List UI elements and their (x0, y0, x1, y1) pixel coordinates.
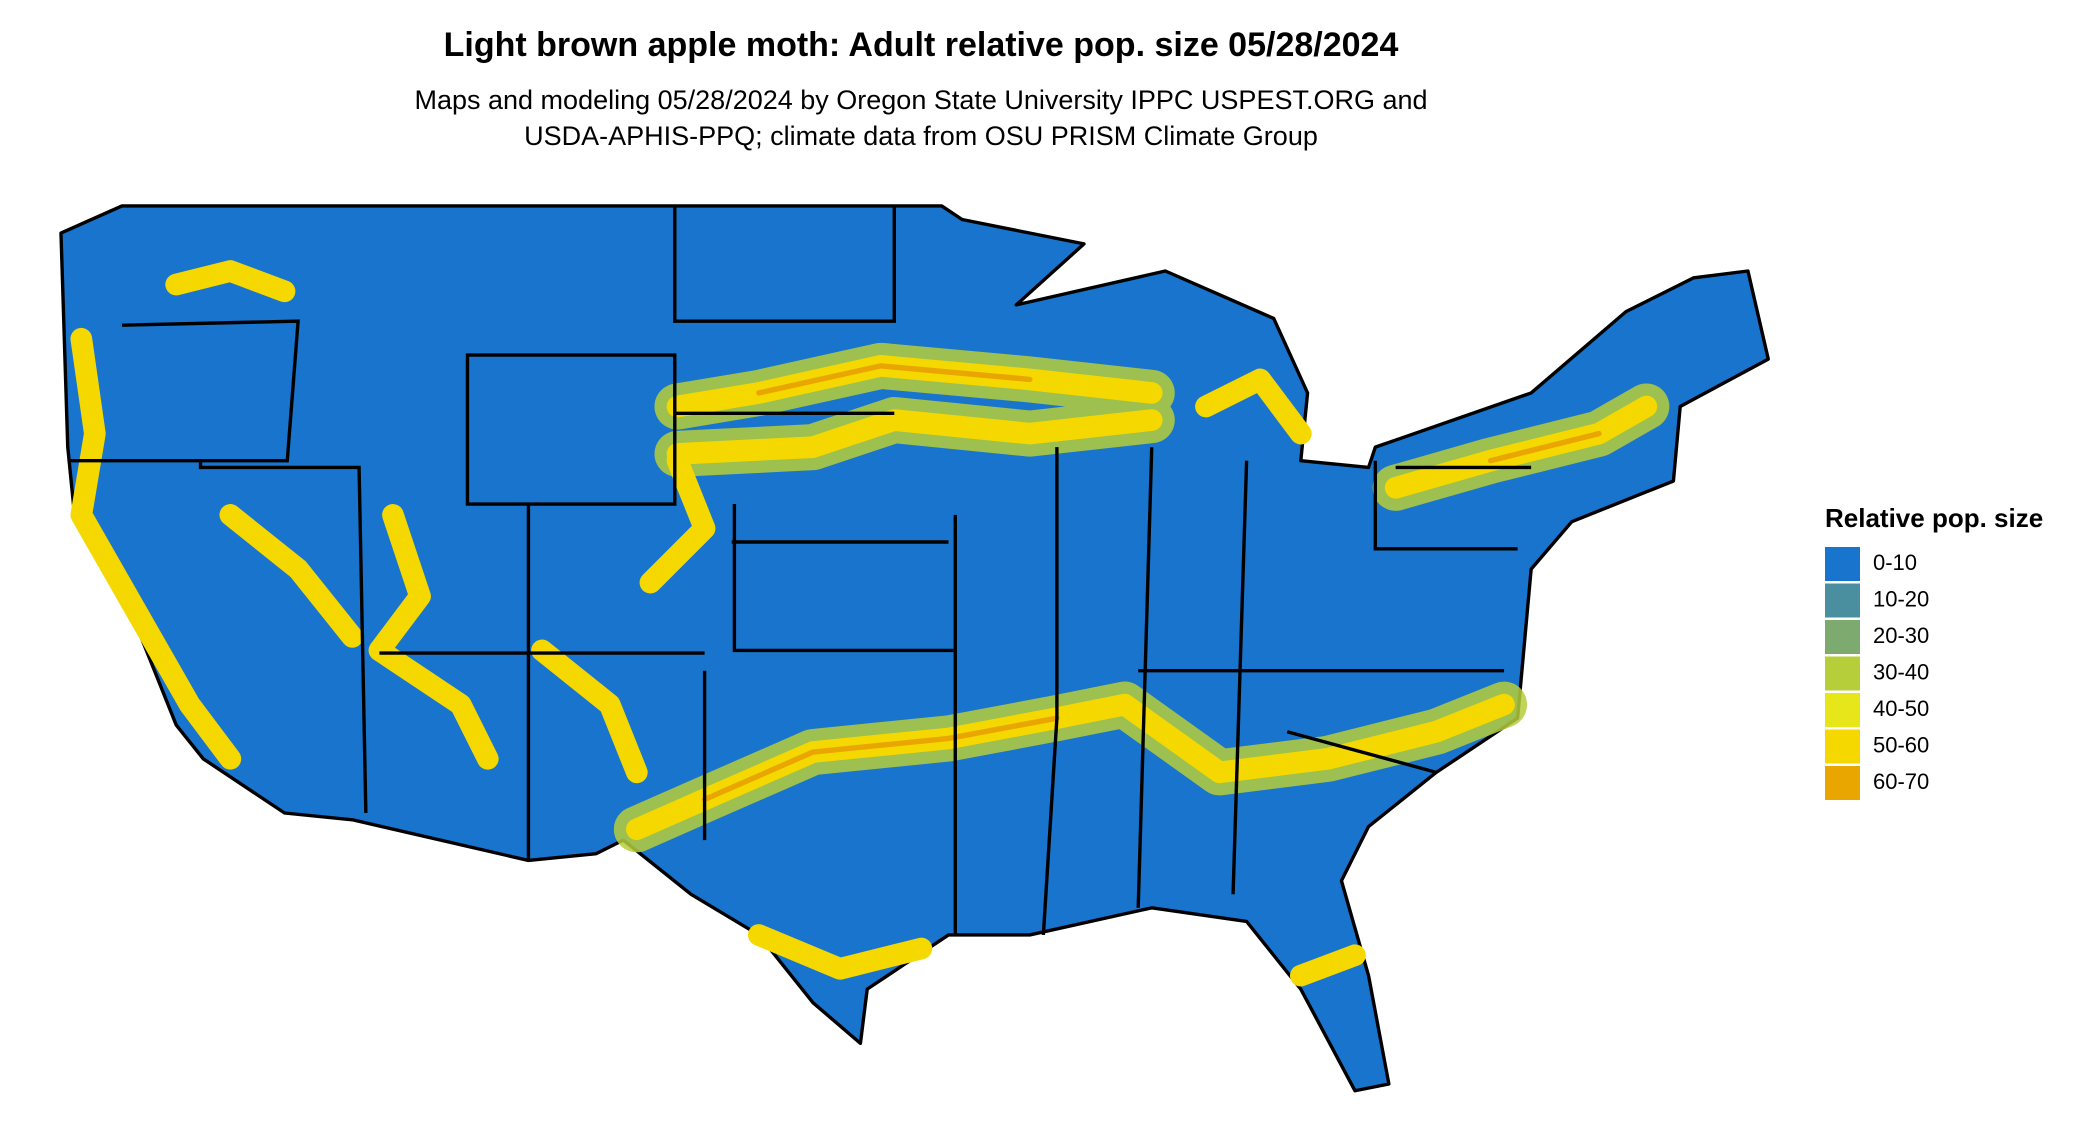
legend-swatch (1825, 547, 1860, 581)
legend-label: 40-50 (1873, 696, 1929, 721)
legend-swatch (1825, 583, 1860, 618)
legend-swatch (1825, 620, 1860, 654)
legend-label: 60-70 (1873, 769, 1929, 794)
legend-label: 30-40 (1873, 659, 1929, 684)
legend-label: 20-30 (1873, 623, 1929, 648)
population-bands (70, 260, 1670, 987)
legend-label: 50-60 (1873, 732, 1929, 757)
legend-title: Relative pop. size (1825, 503, 2043, 533)
legend-swatch (1825, 766, 1860, 800)
legend-swatch (1825, 656, 1860, 691)
state-borders (67, 205, 1532, 936)
legend: Relative pop. size 0-10 10-20 20-30 30-40 40… (1825, 503, 2043, 800)
title: Light brown apple moth: Adult relative p… (444, 26, 1399, 64)
subtitle: Maps and modeling 05/28/2024 by Oregon S… (414, 85, 1427, 115)
subtitle: USDA-APHIS-PPQ; climate data from OSU PR… (524, 121, 1318, 151)
legend-label: 0-10 (1873, 550, 1917, 575)
legend-swatch (1825, 693, 1860, 727)
legend-swatch (1825, 729, 1860, 764)
map (59, 204, 1770, 1093)
legend-label: 10-20 (1873, 586, 1929, 611)
